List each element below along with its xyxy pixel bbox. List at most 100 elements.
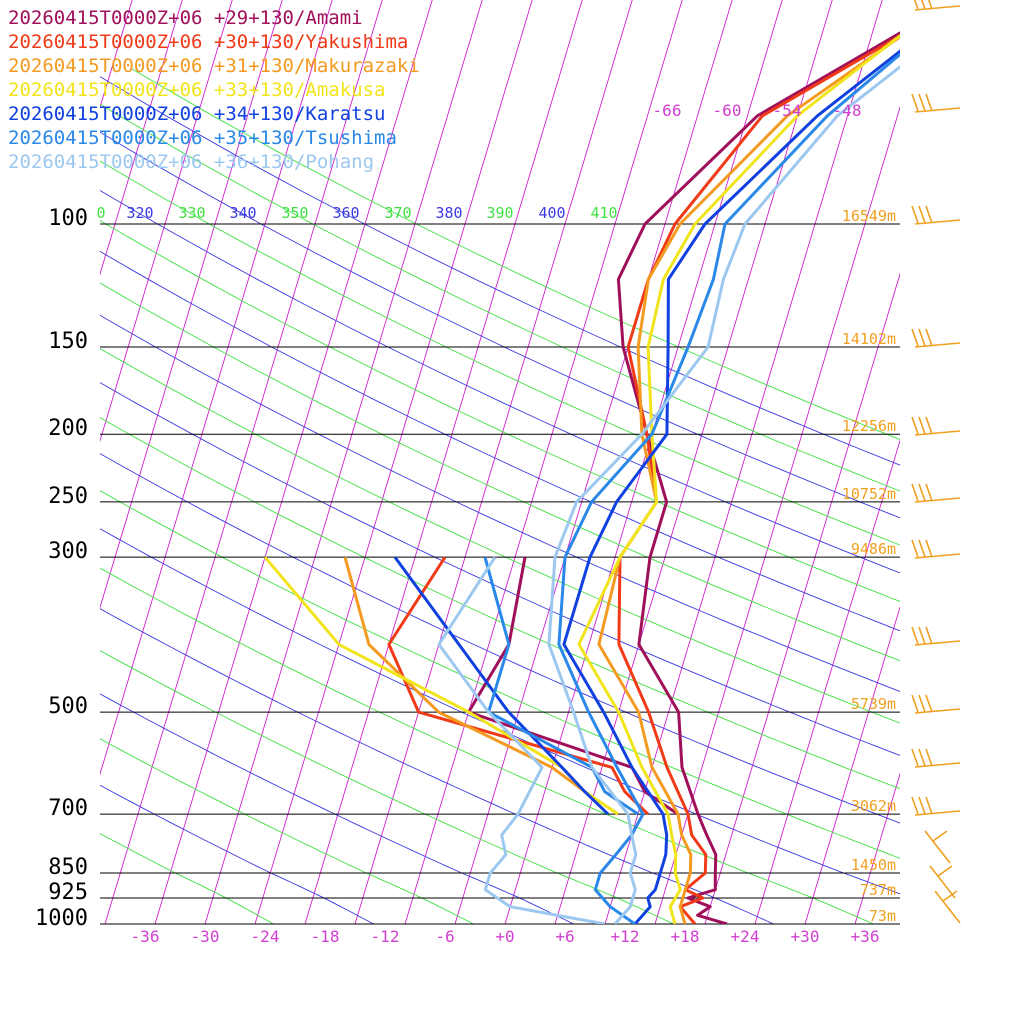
wind-barb [914,708,961,714]
temperature-line-5 [557,52,900,924]
wind-barb-flag [918,748,926,767]
temp-tick-label: -24 [251,927,280,946]
wind-barb-flag [918,416,926,435]
wind-barb-flag [918,483,926,502]
temp-tick-label: +36 [851,927,880,946]
wind-barb [924,830,951,864]
adiabat-line [100,453,900,824]
temperature-line-0 [616,31,900,924]
height-label: 9486m [851,540,896,558]
wind-barb-flag [925,328,933,347]
temp-tick-label: +12 [611,927,640,946]
temp-tick-label: -6 [435,927,454,946]
axis-labels: 100 16549m 150 14102m 200 12256m 250 10752m 300 9… [35,101,896,946]
pressure-label: 500 [48,694,88,719]
adiabat-line [100,131,900,519]
temperature-line-3 [577,33,900,924]
legend-entry: 20260415T0000Z+06 +29+130/Amami [8,7,363,29]
wind-barb-flag [918,694,926,713]
adiabat-line [100,784,375,924]
wind-barbs [911,0,961,924]
isotherm-line [1005,0,1024,924]
theta-label: 370 [384,204,411,222]
isotherm-line [100,0,183,276]
wind-barb-flag [911,483,919,502]
temp-tick-label: +30 [791,927,820,946]
isotherm-label: -54 [773,101,802,120]
wind-barb-flag [925,796,933,815]
wind-barb-flag [911,416,919,435]
temp-tick-label: +0 [495,927,514,946]
isotherm-line [100,0,283,609]
adiabat-line [100,103,900,492]
wind-barb-flag [925,748,933,767]
theta-label: 320 [126,204,153,222]
isotherm-line [754,439,900,924]
adiabat-line [100,348,900,724]
isotherm-label: -48 [833,101,862,120]
adiabat-line [100,382,900,756]
wind-barb [914,219,961,225]
height-label: 73m [869,907,896,925]
height-label: 3062m [851,797,896,815]
isotherm-line [154,0,433,924]
isotherm-line [804,605,900,924]
wind-barb-flag [932,830,948,842]
wind-barb-flag [911,328,919,347]
temp-tick-label: +6 [555,927,574,946]
pressure-label: 250 [48,484,88,509]
isotherm-line [354,0,633,924]
wind-barb-flag [918,205,926,224]
pressure-label: 200 [48,416,88,441]
legend-entry: 20260415T0000Z+06 +30+130/Yakushima [8,31,408,53]
temp-tick-label: -36 [131,927,160,946]
wind-barb-flag [911,694,919,713]
isotherm-line [654,105,900,924]
isotherm-line [704,272,900,924]
isotherm-line [204,0,483,924]
temp-tick-label: -30 [191,927,220,946]
wind-barb-flag [925,694,933,713]
isotherm-line [905,0,1024,924]
isotherm-label: -66 [653,101,682,120]
wind-barb [934,890,961,924]
wind-barb-flag [911,205,919,224]
theta-label: 360 [332,204,359,222]
temp-tick-label: +24 [731,927,760,946]
theta-label: 0 [96,204,105,222]
temperature-line-4 [562,49,900,924]
pressure-label: 100 [48,206,88,231]
pressure-label: 925 [48,880,88,905]
pressure-label: 1000 [35,906,88,931]
isotherm-line [955,0,1024,924]
wind-barb-flag [925,483,933,502]
wind-barb-flag [918,796,926,815]
height-label: 12256m [842,417,896,435]
legend-entry: 20260415T0000Z+06 +35+130/Tsushima [8,127,397,149]
wind-barb [914,810,961,816]
dewpoint-line-6 [437,556,606,924]
wind-barb [914,553,961,559]
isotherm-line [304,0,583,924]
adiabat-line [100,738,475,924]
wind-barb [929,865,956,899]
temp-tick-label: -12 [371,927,400,946]
isotherm-line [454,0,733,924]
adiabat-line [100,250,900,632]
pressure-label: 150 [48,329,88,354]
wind-barb-flag [911,796,919,815]
wind-barb-flag [911,93,919,112]
isotherm-line [254,0,533,924]
isotherm-line [104,0,383,924]
adiabat-line [100,220,900,602]
theta-label: 350 [281,204,308,222]
adiabat-line [100,693,575,924]
isotherm-line [854,772,900,924]
wind-barb-flag [911,626,919,645]
pressure-label: 850 [48,855,88,880]
sounding-series [263,31,900,924]
isotherm-label: -60 [713,101,742,120]
wind-barb [914,497,961,503]
wind-barb [914,5,961,11]
legend-entry: 20260415T0000Z+06 +31+130/Makurazaki [8,55,420,77]
